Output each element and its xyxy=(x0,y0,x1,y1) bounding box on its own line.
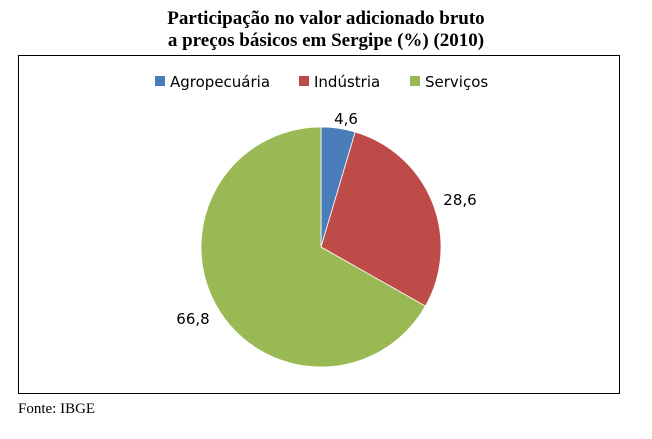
pie-slice-industria xyxy=(320,131,442,307)
legend-label-2: Serviços xyxy=(425,73,488,91)
legend-swatch-2 xyxy=(410,76,420,86)
legend-swatch-0 xyxy=(155,76,165,86)
data-label-0: 4,6 xyxy=(334,110,358,128)
chart-title-line-2: a preços básicos em Sergipe (%) (2010) xyxy=(167,30,485,51)
chart-title: Participação no valor adicionado bruto a… xyxy=(0,8,652,52)
data-label-1: 28,6 xyxy=(443,191,476,209)
chart-title-line-1: Participação no valor adicionado bruto xyxy=(167,8,485,29)
legend-swatch-1 xyxy=(299,76,309,86)
source-note: Fonte: IBGE xyxy=(18,401,96,417)
pie-slice-servicos xyxy=(200,126,426,368)
legend-label-0: Agropecuária xyxy=(170,73,270,91)
legend-label-1: Indústria xyxy=(314,73,380,91)
data-label-2: 66,8 xyxy=(176,310,209,328)
